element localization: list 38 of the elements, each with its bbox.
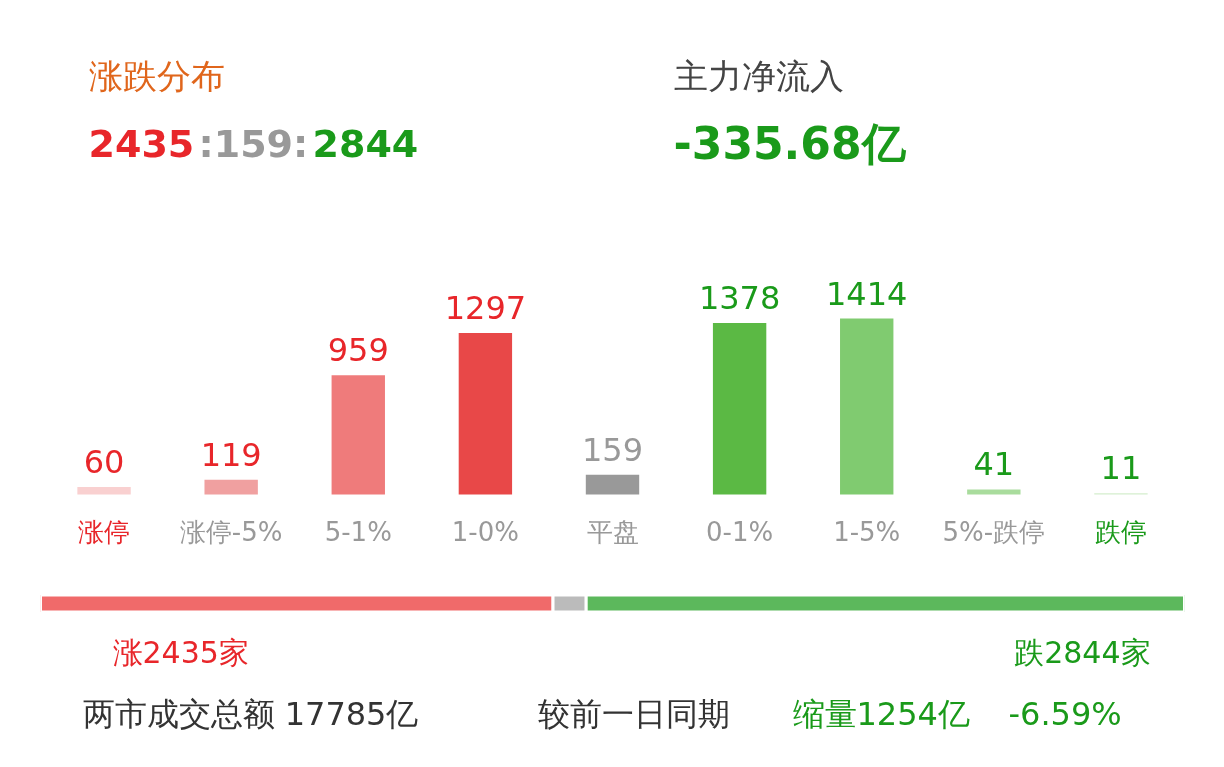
- bar: [840, 318, 894, 495]
- text: 缩量1254亿: [792, 694, 970, 733]
- x-tick-label: 跌停: [1094, 516, 1147, 547]
- text: 两市成交总额 17785亿: [82, 694, 419, 733]
- bar: [967, 489, 1021, 495]
- x-tick-label: 0-1%: [706, 516, 774, 547]
- x-tick-label: 5%-跌停: [942, 516, 1046, 547]
- data-label: 119: [200, 435, 262, 474]
- x-tick-label: 5-1%: [324, 516, 392, 547]
- text: 2435: [88, 122, 195, 166]
- text: 主力净流入: [673, 55, 844, 96]
- data-label: 41: [973, 445, 1015, 484]
- data-label: 1297: [444, 289, 527, 328]
- text: 涨2435家: [112, 635, 249, 670]
- x-tick-label: 涨停-5%: [179, 516, 283, 547]
- bar: [204, 479, 258, 495]
- x-tick-label: 涨停: [78, 516, 131, 547]
- x-tick-label: 1-5%: [833, 516, 901, 547]
- text: 2844: [312, 122, 419, 166]
- data-label: 1378: [698, 278, 781, 317]
- data-label: 11: [1100, 449, 1142, 488]
- text: -335.68亿: [673, 118, 907, 169]
- bar: [331, 375, 385, 495]
- text: 较前一日同期: [537, 694, 730, 733]
- data-label: 159: [581, 430, 644, 469]
- bar: [77, 487, 131, 495]
- text: 跌2844家: [1014, 635, 1151, 670]
- data-label: 959: [327, 331, 389, 370]
- data-label: 60: [83, 443, 125, 482]
- x-tick-label: 1-0%: [451, 516, 519, 547]
- text: 涨跌分布: [88, 55, 225, 96]
- text: -6.59%: [1008, 694, 1122, 733]
- text: :159:: [198, 121, 309, 166]
- bar: [458, 333, 513, 495]
- x-tick-label: 平盘: [586, 516, 639, 547]
- bar: [712, 322, 767, 495]
- data-label: 1414: [826, 274, 908, 313]
- bar: [585, 474, 640, 495]
